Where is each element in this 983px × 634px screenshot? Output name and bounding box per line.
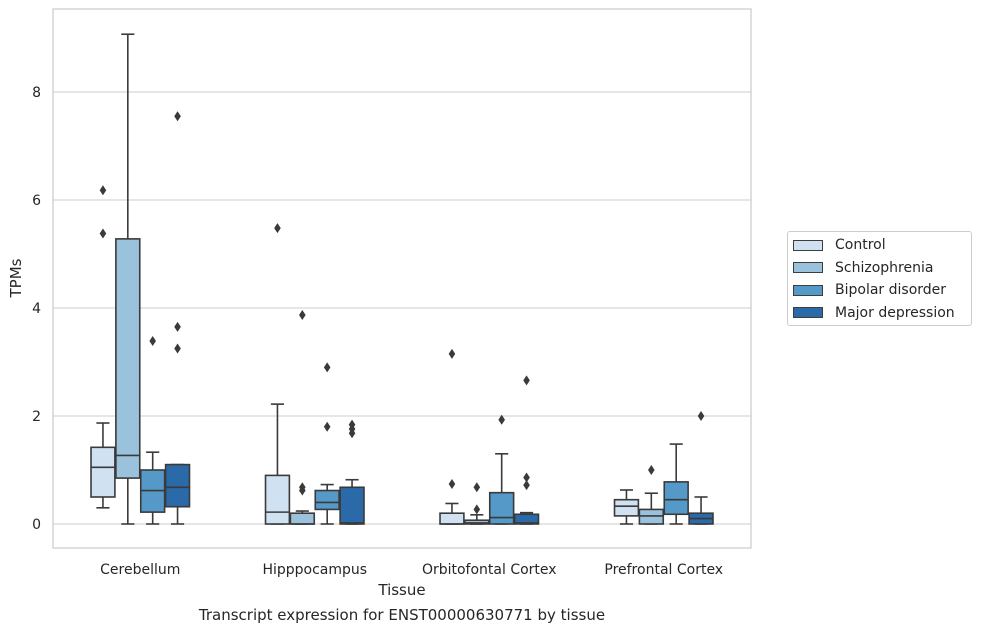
plot-frame [52,8,752,549]
outlier-orbitofontal-cortex-control-0 [448,479,456,490]
box-group-hipppocampus-major-depression [339,419,365,525]
box-group-prefrontal-cortex-bipolar-disorder [663,443,689,525]
outlier-hipppocampus-schizophrenia-2 [299,310,306,321]
box-group-hipppocampus-schizophrenia [289,310,316,525]
outlier-cerebellum-bipolar-disorder-0 [149,335,156,346]
legend-label-major-depression: Major depression [835,304,955,321]
x-tick-label-cerebellum: Cerebellum [100,562,180,578]
legend-label-control: Control [835,237,886,253]
outlier-orbitofontal-cortex-major-depression-2 [523,375,530,386]
legend-item-control: Control [793,235,886,255]
y-tick-label-2: 2 [32,409,41,425]
y-tick-label-6: 6 [32,193,41,209]
outlier-hipppocampus-bipolar-disorder-0 [323,421,331,432]
y-tick-label-4: 4 [32,301,41,317]
legend-label-bipolar-disorder: Bipolar disorder [835,282,947,298]
box-plots [90,33,714,525]
outlier-orbitofontal-cortex-major-depression-1 [523,472,530,483]
outlier-orbitofontal-cortex-schizophrenia-1 [473,482,481,493]
x-tick-label-hipppocampus: Hipppocampus [262,562,367,578]
chart-title: Transcript expression for ENST0000063077… [198,606,606,624]
outlier-cerebellum-major-depression-1 [174,321,181,332]
y-tick-label-8: 8 [32,85,41,101]
legend-swatch-control [793,239,823,251]
box-orbitofontal-cortex-control [439,512,465,525]
x-tick-label-orbitofontal-cortex: Orbitofontal Cortex [422,562,557,578]
y-axis-title: TPMs [7,258,25,298]
box-group-cerebellum-schizophrenia [115,33,141,525]
outlier-cerebellum-control-0 [99,228,107,239]
box-group-cerebellum-control [90,185,116,509]
box-orbitofontal-cortex-major-depression [513,513,540,525]
outlier-hipppocampus-control-0 [274,223,281,234]
box-group-orbitofontal-cortex-major-depression [513,375,540,525]
legend: Control Schizophrenia Bipolar disorder M… [787,231,972,326]
outlier-orbitofontal-cortex-schizophrenia-0 [473,504,481,515]
box-hipppocampus-schizophrenia [289,512,316,525]
legend-swatch-major-depression [793,307,823,318]
box-group-hipppocampus-control [264,223,291,525]
y-tick-labels: 0 2 4 6 8 [32,85,41,533]
box-hipppocampus-bipolar-disorder [314,489,340,511]
outlier-orbitofontal-cortex-control-1 [448,348,456,359]
gridlines [53,91,751,525]
outlier-hipppocampus-major-depression-2 [348,419,356,430]
box-group-cerebellum-major-depression [164,111,191,525]
box-group-prefrontal-cortex-schizophrenia [638,465,665,525]
x-axis-title: Tissue [377,581,425,599]
outlier-cerebellum-control-1 [99,185,107,196]
outlier-cerebellum-major-depression-0 [174,343,181,354]
box-group-cerebellum-bipolar-disorder [139,335,166,525]
box-prefrontal-cortex-bipolar-disorder [663,481,689,516]
y-tick-label-0: 0 [32,517,41,533]
box-group-prefrontal-cortex-control [613,489,640,525]
outlier-hipppocampus-schizophrenia-1 [299,482,306,493]
box-orbitofontal-cortex-bipolar-disorder [488,491,515,525]
outlier-orbitofontal-cortex-bipolar-disorder-0 [498,414,505,425]
box-cerebellum-schizophrenia [115,238,141,479]
box-orbitofontal-cortex-schizophrenia [464,519,490,525]
legend-item-major-depression: Major depression [793,303,955,323]
box-hipppocampus-control [264,474,291,525]
legend-label-schizophrenia: Schizophrenia [835,259,934,276]
outlier-orbitofontal-cortex-major-depression-0 [523,480,530,491]
box-group-orbitofontal-cortex-bipolar-disorder [488,414,515,525]
outlier-prefrontal-cortex-schizophrenia-0 [648,465,655,475]
x-tick-label-prefrontal-cortex: Prefrontal Cortex [604,562,723,578]
x-tick-labels: Cerebellum Hipppocampus Orbitofontal Corte… [100,562,723,578]
box-group-orbitofontal-cortex-schizophrenia [464,482,490,525]
box-prefrontal-cortex-schizophrenia [638,508,665,525]
legend-swatch-bipolar-disorder [793,284,823,296]
box-group-orbitofontal-cortex-control [439,348,465,525]
box-group-hipppocampus-bipolar-disorder [314,362,340,525]
legend-item-schizophrenia: Schizophrenia [793,258,933,278]
outlier-cerebellum-major-depression-2 [174,111,181,122]
legend-item-bipolar-disorder: Bipolar disorder [793,280,946,300]
outlier-hipppocampus-bipolar-disorder-1 [323,362,331,373]
legend-swatch-schizophrenia [793,262,823,273]
box-cerebellum-control [90,446,116,498]
box-prefrontal-cortex-control [613,498,640,517]
box-hipppocampus-major-depression [339,486,365,525]
box-cerebellum-major-depression [164,463,191,508]
outlier-prefrontal-cortex-major-depression-0 [697,411,705,421]
box-group-prefrontal-cortex-major-depression [688,411,714,525]
